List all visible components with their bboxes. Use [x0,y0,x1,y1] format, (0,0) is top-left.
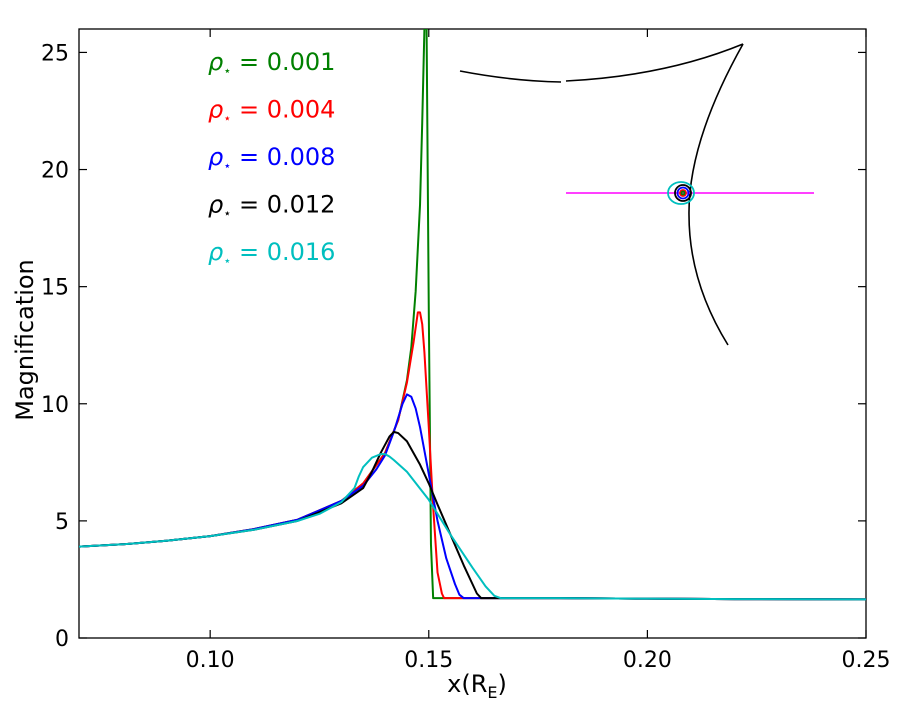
x-axis-title-subscript: E [487,683,497,702]
legend-subscript: ⋆ [223,254,231,269]
legend-value: = 0.012 [231,191,335,219]
legend-subscript: ⋆ [223,159,231,174]
y-tick-label: 5 [55,510,69,535]
legend-value: = 0.016 [231,238,335,266]
y-tick-label: 10 [41,393,69,418]
x-axis-title-main: x(R [447,670,487,698]
legend-value: = 0.001 [231,48,335,76]
source-disk-3 [676,186,690,200]
caustic-inset [459,43,814,346]
legend-entry-1: ρ⋆ = 0.001 [208,48,335,79]
legend-symbol: ρ [208,191,223,219]
ticks-layer: 0.10 0.15 0.20 0.25 0 5 10 15 20 25 [41,29,890,673]
legend-subscript: ⋆ [223,207,231,222]
legend-subscript: ⋆ [223,112,231,127]
legend-symbol: ρ [208,143,223,171]
x-tick-label: 0.10 [186,648,235,673]
legend-entry-2: ρ⋆ = 0.004 [208,96,335,127]
series-line-5 [79,453,866,601]
series-line-1 [79,29,866,601]
x-tick-label: 0.25 [842,648,891,673]
series-line-4 [79,430,866,601]
y-tick-label: 0 [55,627,69,652]
legend-entry-4: ρ⋆ = 0.012 [208,191,335,222]
x-axis-title-close: ) [497,670,506,698]
legend-entry-5: ρ⋆ = 0.016 [208,238,335,269]
source-disk-4 [679,189,687,197]
legend-entry-3: ρ⋆ = 0.008 [208,143,335,174]
y-tick-label: 15 [41,276,69,301]
source-disk-1 [667,181,695,205]
caustic-top-right-curve [565,43,744,82]
series-layer [79,29,866,601]
legend-value: = 0.008 [231,143,335,171]
legend-symbol: ρ [208,238,223,266]
legend-subscript: ⋆ [223,64,231,79]
y-tick-label: 25 [41,41,69,66]
legend-symbol: ρ [208,96,223,124]
y-axis-title: Magnification [11,259,39,421]
plot-frame [78,28,867,639]
source-disk-2 [674,184,692,202]
caustic-right-fold [688,43,744,346]
caustic-top-left-curve [459,70,562,83]
series-line-2 [79,311,866,601]
plot-frame-layer [78,28,867,639]
legend-symbol: ρ [208,48,223,76]
axis-labels-layer: Magnification x(RE) [11,259,507,702]
y-tick-label: 20 [41,159,69,184]
x-axis-title: x(RE) [447,670,507,702]
x-tick-label: 0.15 [404,648,453,673]
legend-value: = 0.004 [231,96,335,124]
x-tick-label: 0.20 [623,648,672,673]
source-disk-5 [680,190,686,196]
